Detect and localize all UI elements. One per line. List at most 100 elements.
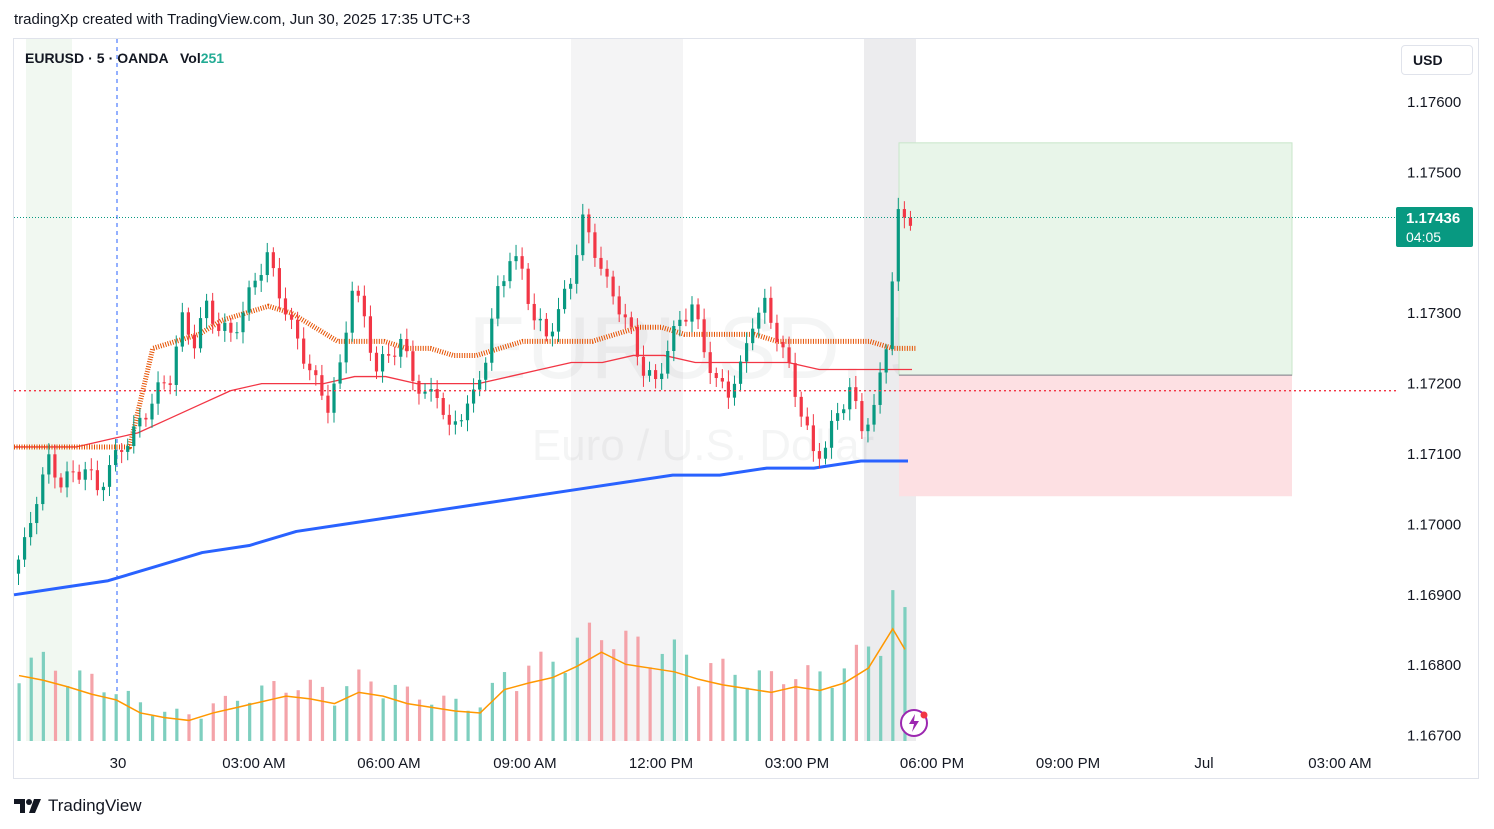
candle-body [471, 389, 476, 404]
candle-body [690, 304, 694, 322]
candle-body [113, 450, 118, 466]
volume-bar [430, 704, 434, 741]
candle-body [702, 319, 706, 353]
candlesticks [16, 197, 913, 585]
candle-body [823, 447, 828, 459]
candle-body [368, 316, 373, 353]
volume-bar [235, 700, 240, 741]
y-tick-label: 1.16900 [1407, 587, 1461, 604]
candle-body [362, 295, 366, 317]
candle-body [629, 317, 633, 327]
volume-bar [417, 699, 422, 741]
volume-bar [721, 658, 725, 741]
candle-body [478, 379, 482, 390]
candle-body [708, 352, 712, 374]
volume-bar [53, 670, 58, 741]
volume-bar [41, 651, 45, 741]
volume-bar [818, 671, 822, 741]
currency-button[interactable]: USD [1401, 45, 1473, 75]
candle-body [799, 396, 803, 417]
y-tick-label: 1.16700 [1407, 728, 1461, 745]
interval-label[interactable]: 5 [96, 50, 105, 66]
candle-body [338, 362, 342, 384]
candle-body [41, 474, 45, 505]
volume-bar [248, 702, 252, 741]
volume-bar [369, 681, 373, 741]
candle-body [890, 281, 894, 350]
x-tick-label: 09:00 AM [493, 755, 556, 772]
candle-body [641, 356, 646, 376]
candle-body [71, 471, 75, 473]
candle-body [860, 401, 864, 432]
candle-body [314, 370, 318, 376]
x-tick-label: Jul [1194, 755, 1213, 772]
separator-dot: · [88, 50, 93, 66]
volume-bar [405, 686, 410, 741]
volume-bar [527, 665, 531, 741]
candle-body [429, 389, 433, 392]
volume-bar [612, 649, 616, 741]
candle-body [150, 403, 154, 420]
volume-bar [830, 688, 834, 741]
chart-frame[interactable] [13, 38, 1479, 779]
volume-bar [648, 667, 652, 741]
volume-label: Vol [179, 50, 201, 66]
candle-body [387, 354, 391, 356]
symbol-legend[interactable]: EURUSD · 5 · OANDA Vol251 [25, 50, 224, 66]
candle-body [120, 450, 124, 452]
volume-bar [187, 714, 191, 741]
volume-bar [102, 692, 106, 741]
candle-body [793, 363, 797, 397]
candle-body [65, 471, 69, 488]
time-axis: 30 03:00 AM 06:00 AM 09:00 AM 12:00 PM 03:00 … [110, 755, 1372, 772]
volume-bar [599, 640, 604, 741]
volume-bar [769, 671, 774, 741]
candle-body [229, 322, 233, 333]
candle-body [562, 288, 567, 310]
volume-bar [114, 694, 118, 741]
candle-body [599, 257, 603, 269]
candle-body [211, 300, 215, 324]
candle-body [526, 268, 530, 304]
moving-averages [13, 303, 916, 597]
candle-body [138, 417, 142, 427]
candle-body [666, 350, 670, 374]
symbol-name[interactable]: EURUSD [25, 50, 85, 66]
stop-zone [899, 375, 1292, 497]
separator-dot: · [108, 50, 114, 66]
candle-body [95, 470, 99, 491]
volume-bar [175, 708, 179, 741]
volume-bar [697, 686, 701, 741]
volume-bar [551, 661, 555, 741]
volume-bar [515, 691, 519, 741]
candle-body [787, 347, 791, 364]
candle-body [465, 403, 470, 421]
candle-body [156, 382, 160, 404]
candle-body [908, 217, 913, 226]
volume-bar [879, 655, 883, 741]
candle-body [490, 318, 494, 363]
candle-body [204, 300, 209, 319]
candle-body [593, 232, 597, 258]
volume-bar [684, 654, 689, 741]
candle-body [423, 391, 427, 394]
candle-body [745, 343, 749, 362]
last-price-badge: 1.17436 04:05 [1396, 207, 1473, 247]
brand-name: TradingView [48, 796, 142, 815]
candle-body [829, 420, 834, 448]
volume-bar [454, 698, 458, 741]
candle-body [241, 312, 245, 333]
x-tick-label: 12:00 PM [629, 755, 693, 772]
volume-bar [842, 668, 846, 741]
volume-bar [211, 703, 215, 741]
x-tick-label: 09:00 PM [1036, 755, 1100, 772]
candle-body [769, 297, 773, 323]
candle-body [514, 256, 518, 262]
candle-body [77, 471, 81, 480]
tradingview-brand[interactable]: TradingView [14, 796, 142, 816]
candle-body [842, 409, 846, 414]
sma-line [14, 354, 912, 448]
volume-bar [782, 684, 786, 741]
candle-body [308, 363, 312, 371]
